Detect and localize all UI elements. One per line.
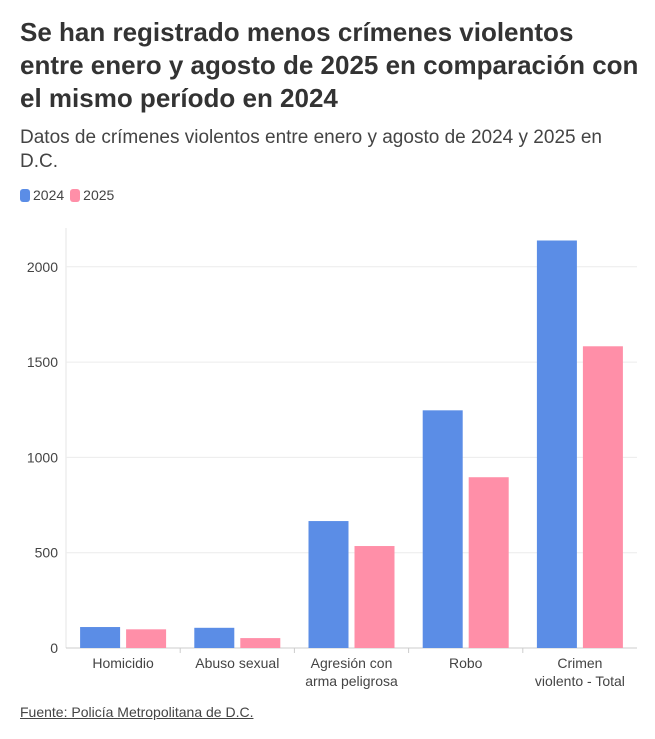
legend: 2024 2025	[20, 187, 114, 203]
legend-item-2024[interactable]: 2024	[20, 187, 64, 203]
bar-2024	[194, 627, 235, 648]
legend-label: 2024	[33, 187, 65, 203]
bar-2025	[240, 638, 281, 648]
legend-label: 2025	[83, 187, 115, 203]
y-tick-label: 1500	[27, 354, 58, 370]
bar-2025	[468, 477, 509, 648]
x-tick-label: arma peligrosa	[305, 673, 398, 689]
x-tick-label: Agresión con	[311, 655, 393, 671]
bar-2024	[308, 521, 349, 648]
y-tick-label: 500	[35, 545, 59, 561]
bar-2025	[582, 346, 623, 648]
y-tick-label: 0	[50, 640, 58, 656]
legend-swatch-2025	[70, 189, 81, 202]
x-tick-label: Homicidio	[92, 655, 154, 671]
x-tick-label: violento - Total	[535, 673, 625, 689]
legend-item-2025[interactable]: 2025	[70, 187, 114, 203]
bar-2024	[536, 240, 577, 648]
y-tick-label: 1000	[27, 449, 58, 465]
x-tick-label: Crimen	[557, 655, 602, 671]
bar-2025	[354, 546, 395, 648]
x-tick-label: Robo	[449, 655, 483, 671]
y-tick-label: 2000	[27, 259, 58, 275]
source-link[interactable]: Fuente: Policía Metropolitana de D.C.	[20, 704, 254, 720]
bar-2024	[80, 627, 121, 648]
bar-2025	[126, 629, 167, 648]
legend-swatch-2024	[20, 189, 30, 202]
x-tick-label: Abuso sexual	[195, 655, 279, 671]
chart-title: Se han registrado menos crímenes violent…	[20, 17, 639, 113]
chart-subtitle: Datos de crímenes violentos entre enero …	[20, 127, 602, 172]
bar-2024	[422, 410, 463, 648]
